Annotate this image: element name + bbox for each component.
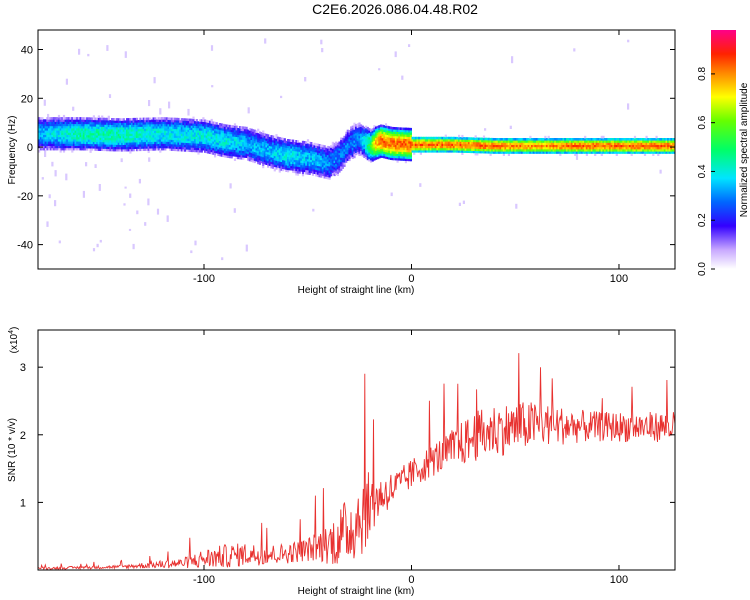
spectrogram-axes: -100 0 100 -40 -20 0 20 40 — [17, 30, 675, 285]
spectrogram-panel: -100 0 100 -40 -20 0 20 40 Height of straight l… — [7, 29, 676, 296]
colorbar: 0.0 0.2 0.4 0.6 0.8 Normalized spectral ampl… — [697, 30, 750, 276]
colorbar-tick-label: 0.2 — [697, 213, 708, 227]
spectrogram-heatmap — [38, 38, 675, 261]
snr-axes: -100 0 100 1 2 3 — [20, 330, 675, 586]
spectrogram-ytick-label: 0 — [27, 142, 33, 154]
spectrogram-xtick-label: 100 — [610, 273, 628, 285]
spectrogram-xlabel: Height of straight line (km) — [298, 285, 415, 296]
snr-series-line — [38, 353, 675, 570]
spectrogram-ylabel: Frequency (Hz) — [7, 116, 18, 185]
snr-multiplier: (x104) — [8, 327, 20, 354]
spectrogram-ytick-label: 20 — [21, 93, 33, 105]
snr-xlabel: Height of straight line (km) — [298, 586, 415, 597]
spectrogram-xtick-label: 0 — [408, 273, 414, 285]
colorbar-tick-label: 0.0 — [697, 262, 708, 276]
snr-multiplier-base: (x10 — [9, 333, 20, 353]
colorbar-tick-label: 0.8 — [697, 67, 708, 81]
snr-ylabel: SNR (10 * v/v) — [7, 418, 18, 482]
colorbar-gradient — [711, 30, 736, 269]
snr-multiplier-exp: 4 — [8, 330, 15, 334]
spectrogram-ytick-label: -20 — [17, 191, 33, 203]
snr-multiplier-close: ) — [9, 327, 20, 330]
colorbar-label: Normalized spectral amplitude — [739, 82, 750, 217]
colorbar-tick-label: 0.4 — [697, 164, 708, 178]
snr-ytick-label: 1 — [20, 497, 26, 509]
spectrogram-frame — [37, 29, 676, 270]
snr-ytick-label: 2 — [20, 430, 26, 442]
spectrogram-xtick-label: -100 — [193, 273, 215, 285]
snr-panel: -100 0 100 1 2 3 Height of straight line (km)… — [7, 327, 676, 597]
snr-ytick-label: 3 — [20, 362, 26, 374]
spectrogram-ytick-label: -40 — [17, 240, 33, 252]
svg-text:(x104): (x104) — [8, 327, 20, 354]
snr-xtick-label: 100 — [610, 574, 628, 586]
snr-xtick-label: -100 — [193, 574, 215, 586]
colorbar-ticks: 0.0 0.2 0.4 0.6 0.8 — [697, 67, 715, 276]
snr-frame — [37, 329, 676, 571]
snr-xtick-label: 0 — [408, 574, 414, 586]
chart-title: C2E6.2026.086.04.48.R02 — [312, 1, 478, 17]
colorbar-tick-label: 0.6 — [697, 115, 708, 129]
spectrogram-ytick-label: 40 — [21, 45, 33, 57]
